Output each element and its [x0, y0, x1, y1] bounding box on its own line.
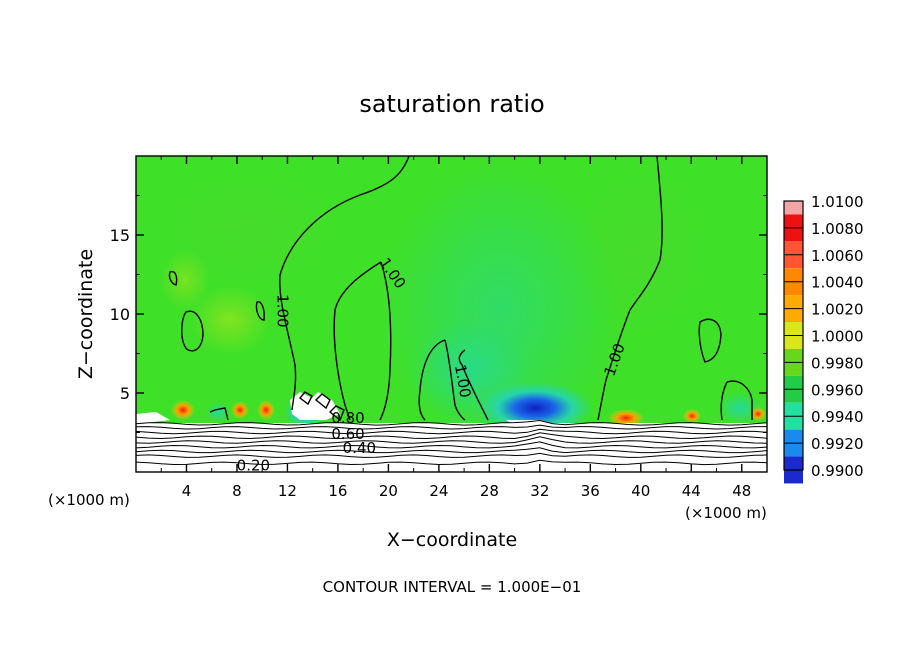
colorbar-label: 1.0100	[811, 193, 864, 211]
contour-layer-line	[135, 447, 768, 454]
colorbar-label: 1.0060	[811, 247, 864, 265]
x-tick-label: 40	[631, 482, 650, 500]
colorbar-label: 1.0000	[811, 328, 864, 346]
field-white-patch	[136, 412, 170, 424]
contour-line-1.00	[328, 405, 345, 422]
contour-label: 1.00	[273, 294, 291, 327]
x-unit-right: (×1000 m)	[685, 504, 767, 522]
contour-layer-line	[135, 436, 768, 444]
contour-lines	[168, 155, 753, 422]
y-axis-label: Z−coordinate	[75, 249, 97, 379]
field-warm-spot	[231, 401, 249, 419]
contour-layer-line	[135, 452, 768, 458]
x-axis-ticks: 4 8 12 16 20 24 28 32 36 40 44 48	[160, 156, 751, 500]
field-moist-region	[190, 285, 270, 355]
x-tick-label: 16	[328, 482, 347, 500]
x-tick-label: 20	[379, 482, 398, 500]
field-cool-region	[570, 160, 710, 340]
colorbar-label: 0.9900	[811, 462, 864, 480]
contour-layer-line	[135, 441, 768, 449]
contour-line-1.00	[298, 391, 313, 406]
colorbar-label: 1.0020	[811, 301, 864, 319]
field-warm-spot	[750, 407, 766, 421]
contour-line-1.00	[418, 339, 446, 421]
contour-line-1.00	[698, 318, 722, 363]
x-tick-label: 8	[232, 482, 242, 500]
colorbar-label: 1.0080	[811, 220, 864, 238]
colorbar-label: 0.9920	[811, 435, 864, 453]
x-tick-label: 12	[278, 482, 297, 500]
field-dry-region	[477, 382, 593, 434]
x-tick-label: 32	[530, 482, 549, 500]
x-unit-left: (×1000 m)	[48, 491, 130, 509]
contour-line-1.00	[726, 380, 753, 420]
contour-line-1.00	[333, 261, 382, 421]
field-warm-spot	[171, 400, 195, 420]
field-moist-region	[160, 250, 210, 310]
contour-line-1.00	[458, 349, 489, 421]
contour-line-1.00	[597, 155, 663, 421]
y-tick-label: 10	[110, 305, 130, 324]
y-axis-ticks: 5 10 15	[110, 195, 767, 433]
contour-layer-line	[135, 459, 768, 466]
x-tick-label: 48	[732, 482, 751, 500]
colorbar-label: 1.0040	[811, 274, 864, 292]
contour-line-1.00	[168, 270, 178, 286]
contour-line-1.00	[279, 155, 410, 411]
chart-title: saturation ratio	[359, 90, 544, 118]
x-tick-label: 28	[480, 482, 499, 500]
colorbar: 1.0100 1.0080 1.0060 1.0040 1.0020 1.0000 0.99…	[783, 193, 864, 484]
field-warm-spot	[608, 409, 644, 427]
contour-line-1.00	[379, 261, 392, 421]
contour-layer-lines	[135, 419, 768, 466]
colorbar-label: 0.9980	[811, 354, 864, 372]
contour-label: 0.80	[331, 409, 364, 427]
y-tick-label: 15	[110, 226, 130, 245]
colorbar-label: 0.9940	[811, 408, 864, 426]
contour-label: 0.40	[343, 439, 376, 457]
contour-layer-line	[135, 424, 767, 430]
contour-layer-line	[135, 432, 768, 440]
x-axis-label: X−coordinate	[387, 529, 517, 551]
colorbar-cell	[784, 201, 803, 215]
contour-label: 1.00	[451, 363, 475, 399]
contour-layer-line	[135, 428, 768, 435]
contour-line-1.00	[255, 301, 265, 321]
field-cool-region	[160, 170, 340, 290]
contour-line-1.00	[181, 310, 204, 352]
field-dry-region	[206, 402, 230, 422]
field-warm-spot	[257, 400, 275, 420]
y-tick-label: 5	[120, 384, 130, 403]
contour-layer-line	[135, 419, 768, 426]
contour-line-1.00	[209, 407, 229, 421]
field-warm-spot	[683, 409, 701, 423]
x-tick-label: 44	[682, 482, 701, 500]
contour-label: 0.60	[331, 425, 364, 443]
colorbar-label: 0.9960	[811, 381, 864, 399]
contour-line-1.00	[444, 339, 466, 421]
x-tick-label: 36	[581, 482, 600, 500]
contour-interval-note: CONTOUR INTERVAL = 1.000E−01	[323, 578, 582, 596]
contour-labels: 1.001.001.001.000.800.600.400.20	[237, 254, 629, 474]
contour-line-1.00	[314, 393, 331, 410]
x-tick-label: 4	[182, 482, 192, 500]
contour-line-1.00	[720, 381, 728, 421]
x-tick-label: 24	[429, 482, 448, 500]
